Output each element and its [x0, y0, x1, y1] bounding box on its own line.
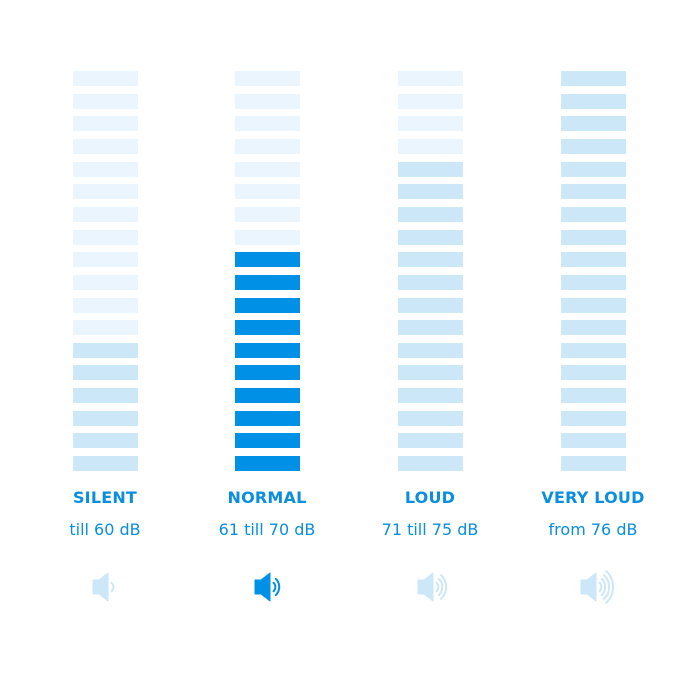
level-bar	[235, 229, 300, 245]
level-bar	[235, 252, 300, 268]
level-bar	[398, 116, 463, 132]
level-bar	[398, 229, 463, 245]
speaker-icon	[254, 572, 281, 602]
category-title: LOUD	[404, 488, 456, 507]
sound-wave	[603, 574, 611, 600]
speaker-icon	[417, 572, 448, 602]
level-bar	[235, 433, 300, 449]
level-bar	[398, 138, 463, 154]
level-bar	[235, 184, 300, 200]
level-bar	[235, 456, 300, 472]
level-bar	[73, 456, 138, 472]
category-title: VERY LOUD	[541, 488, 645, 507]
level-bar	[398, 206, 463, 222]
sound-wave	[274, 577, 281, 597]
level-bar	[235, 342, 300, 358]
level-bar	[398, 297, 463, 313]
level-bar	[561, 274, 626, 290]
level-bar	[398, 161, 463, 177]
level-bar	[73, 71, 138, 86]
category-range: 61 till 70 dB	[218, 520, 316, 539]
level-bar	[235, 161, 300, 177]
sound-wave	[437, 577, 444, 597]
level-bar	[398, 184, 463, 200]
level-bar	[398, 388, 463, 404]
level-bar	[561, 342, 626, 358]
level-bar	[73, 93, 138, 109]
category-range: till 60 dB	[69, 520, 141, 539]
speaker-icon	[92, 572, 115, 602]
sound-wave	[435, 581, 440, 593]
level-bar	[73, 388, 138, 404]
level-bar	[235, 297, 300, 313]
sound-wave	[605, 570, 615, 604]
level-bar	[561, 116, 626, 132]
category-range: 71 till 75 dB	[381, 520, 479, 539]
level-bar	[73, 274, 138, 290]
level-bar	[561, 388, 626, 404]
level-bar	[235, 206, 300, 222]
category-title: NORMAL	[227, 488, 307, 507]
level-bar	[235, 365, 300, 381]
level-bar	[398, 433, 463, 449]
level-bar	[398, 342, 463, 358]
level-bar	[561, 138, 626, 154]
level-bar	[398, 71, 463, 86]
level-bar	[73, 229, 138, 245]
sound-wave	[440, 574, 448, 600]
level-bar	[73, 365, 138, 381]
level-bar	[561, 161, 626, 177]
level-bar	[561, 71, 626, 86]
level-bar	[235, 71, 300, 86]
level-bar	[73, 342, 138, 358]
level-bar	[561, 206, 626, 222]
category-title: SILENT	[72, 488, 138, 507]
level-bar	[235, 274, 300, 290]
level-bar	[398, 320, 463, 336]
level-bar	[561, 93, 626, 109]
level-bar	[73, 410, 138, 426]
category-range: from 76 dB	[548, 520, 638, 539]
sound-wave	[600, 577, 607, 597]
sound-wave	[598, 581, 603, 593]
sound-wave	[110, 581, 115, 593]
level-bar	[561, 365, 626, 381]
level-bar	[561, 229, 626, 245]
level-bar	[73, 184, 138, 200]
level-bar	[561, 433, 626, 449]
level-bar	[398, 365, 463, 381]
level-bar	[561, 320, 626, 336]
level-bar	[398, 93, 463, 109]
level-bar	[561, 252, 626, 268]
level-bar	[235, 93, 300, 109]
level-bar	[73, 206, 138, 222]
level-bar	[73, 161, 138, 177]
level-bar	[235, 388, 300, 404]
level-bar	[73, 138, 138, 154]
level-bar	[561, 410, 626, 426]
level-bar	[235, 138, 300, 154]
level-bar	[561, 297, 626, 313]
level-bar	[73, 320, 138, 336]
level-bar	[73, 433, 138, 449]
level-bar	[561, 184, 626, 200]
level-bar	[235, 116, 300, 132]
sound-wave	[272, 581, 277, 593]
level-bar	[398, 410, 463, 426]
level-bar	[398, 456, 463, 472]
level-bar	[73, 252, 138, 268]
level-bar	[561, 456, 626, 472]
level-bar	[235, 320, 300, 336]
level-bar	[73, 116, 138, 132]
level-bar	[73, 297, 138, 313]
speaker-icon	[580, 570, 615, 604]
level-bar	[398, 252, 463, 268]
level-bar	[398, 274, 463, 290]
level-bar	[235, 410, 300, 426]
